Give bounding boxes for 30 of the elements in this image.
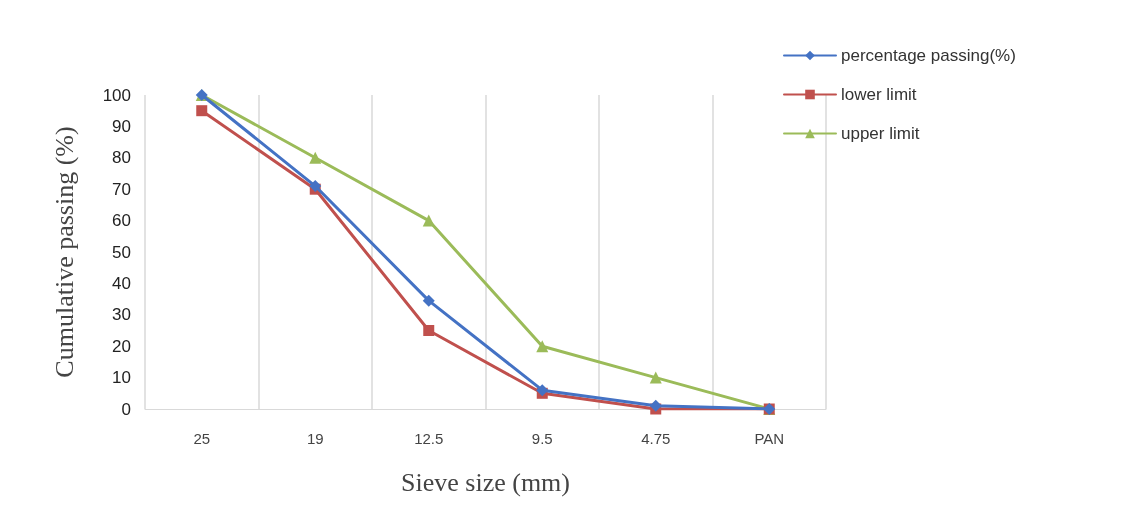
x-axis-title: Sieve size (mm) <box>401 467 570 497</box>
x-tick-label: 12.5 <box>414 430 444 447</box>
y-tick-label: 80 <box>112 148 131 168</box>
y-tick-label: 20 <box>112 336 131 356</box>
y-tick-label: 70 <box>112 179 131 199</box>
x-tick-label: 9.5 <box>531 430 553 447</box>
x-tick-label: 19 <box>306 430 324 447</box>
point <box>309 151 322 164</box>
y-tick-label: 10 <box>112 368 131 388</box>
legend-label: percentage passing(%) <box>841 46 1016 65</box>
point <box>536 340 549 353</box>
y-axis-title: Cumulative passing (%) <box>49 126 79 378</box>
y-tick-label: 100 <box>102 85 131 105</box>
y-tick-label: 40 <box>112 273 131 293</box>
point <box>649 371 662 384</box>
legend-label: lower limit <box>841 85 917 104</box>
point <box>423 325 435 336</box>
point <box>649 399 662 412</box>
x-tick-label: 25 <box>193 430 211 447</box>
legend-label: upper limit <box>841 124 920 143</box>
point <box>422 214 435 227</box>
point <box>196 105 208 117</box>
y-tick-label: 60 <box>112 211 131 231</box>
y-tick-label: 0 <box>121 399 131 419</box>
x-tick-label: 4.75 <box>641 430 671 447</box>
point <box>422 294 435 307</box>
x-tick-label: PAN <box>754 430 785 447</box>
y-tick-label: 90 <box>112 116 131 136</box>
y-tick-label: 30 <box>112 305 131 325</box>
y-tick-label: 50 <box>112 242 131 262</box>
